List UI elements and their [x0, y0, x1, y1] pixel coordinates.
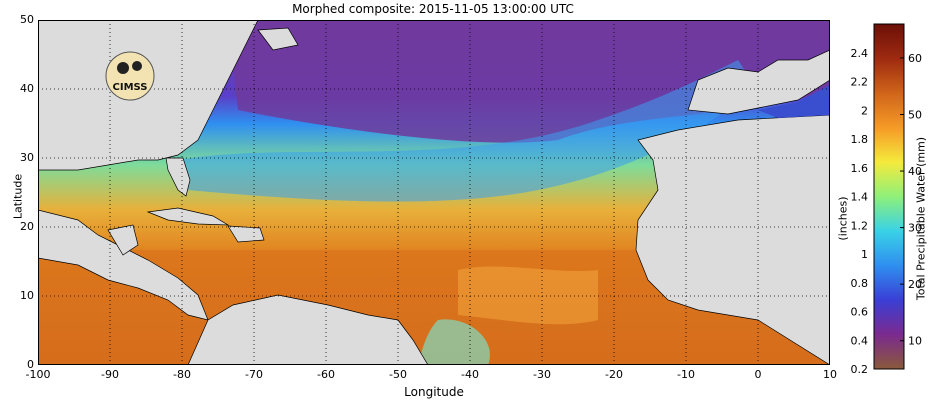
y-tick-label: 20 [20, 220, 34, 233]
x-tick-label: -50 [389, 368, 407, 381]
south-america-land [187, 294, 429, 365]
cuba-land [146, 207, 230, 226]
colorbar-inch-ticks: 0.2 0.4 0.6 0.8 1 1.2 1.4 1.6 1.8 2 2.2 2.4 [851, 47, 869, 375]
x-tick-label: -100 [25, 368, 51, 381]
colorbar-mm-tick: 60 [908, 52, 922, 65]
x-tick-label: -10 [677, 368, 695, 381]
hispaniola-land [227, 225, 265, 243]
colorbar-label-inches: (inches) [836, 196, 850, 241]
colorbar-mm-tick: 50 [908, 108, 922, 121]
mediterranean [758, 85, 830, 118]
y-tick-label: 0 [27, 358, 34, 371]
logo-text: CIMSS [113, 82, 148, 93]
y-tick-label: 40 [20, 82, 34, 95]
colorbar-inch-tick: 0.8 [851, 277, 869, 290]
x-tick-label: -30 [533, 368, 551, 381]
colorbar-inch-tick: 2 [861, 104, 868, 117]
y-tick-label: 50 [20, 13, 34, 26]
y-tick-label: 10 [20, 289, 34, 302]
colorbar-label-mm: Total Precipitable Water (mm) [914, 136, 928, 301]
x-tick-label: 0 [754, 368, 762, 381]
map-svg: CIMSS [38, 20, 830, 365]
colorbar: 10 20 30 40 50 60 [873, 23, 922, 370]
moisture-plume [178, 60, 758, 202]
colorbar-inch-tick: 2.2 [851, 76, 869, 89]
colorbar-mm-tick: 20 [908, 278, 922, 291]
x-axis-label: Longitude [404, 385, 464, 399]
plot-frame [38, 20, 830, 365]
colorbar-inch-tick: 1.2 [851, 219, 869, 232]
yucatan-land [107, 224, 139, 256]
colorbar-inch-tick: 0.2 [851, 363, 869, 375]
amazon-outflow [418, 319, 490, 365]
colorbar-inch-tick: 0.4 [851, 334, 869, 347]
chart-title: Morphed composite: 2015-11-05 13:00:00 U… [292, 2, 574, 16]
colorbar-inch-tick: 1.8 [851, 133, 869, 146]
colorbar-mm-tick: 10 [908, 335, 922, 348]
colorbar-inch-tick: 2.4 [851, 47, 869, 60]
colorbar-mm-tick: 30 [908, 222, 922, 235]
x-tick-label: -20 [605, 368, 623, 381]
newfoundland-land [257, 27, 299, 51]
colorbar-mm-ticks: 10 20 30 40 50 60 [900, 52, 922, 348]
x-tick-label: -90 [101, 368, 119, 381]
moist-patch [458, 266, 598, 325]
iberia-land [687, 49, 830, 115]
y-axis-label: Latitude [11, 173, 25, 220]
africa-land [635, 114, 830, 365]
x-tick-label: 10 [823, 368, 837, 381]
x-tick-label: -80 [173, 368, 191, 381]
x-tick-label: -40 [461, 368, 479, 381]
map-plot: CIMSS -100 -90 -80 -70 -60 -50 -40 -30 -20 -10 0 10… [20, 13, 837, 381]
north-america-land [38, 20, 259, 171]
colorbar-mm-tick: 40 [908, 165, 922, 178]
colorbar-inch-tick: 0.6 [851, 306, 869, 319]
grid-lines [38, 20, 830, 365]
colorbar-inch-axis: 0.2 0.4 0.6 0.8 1 1.2 1.4 1.6 1.8 2 2.2 2.4 [851, 47, 869, 375]
colorbar-gradient [873, 23, 905, 370]
cimss-logo: CIMSS [105, 51, 155, 101]
x-tick-label: -60 [317, 368, 335, 381]
colorbar-inch-tick: 1.6 [851, 162, 869, 175]
x-tick-label: -70 [245, 368, 263, 381]
y-tick-label: 30 [20, 151, 34, 164]
colorbar-inch-tick: 1.4 [851, 191, 869, 204]
colorbar-inch-tick: 1 [861, 248, 868, 261]
